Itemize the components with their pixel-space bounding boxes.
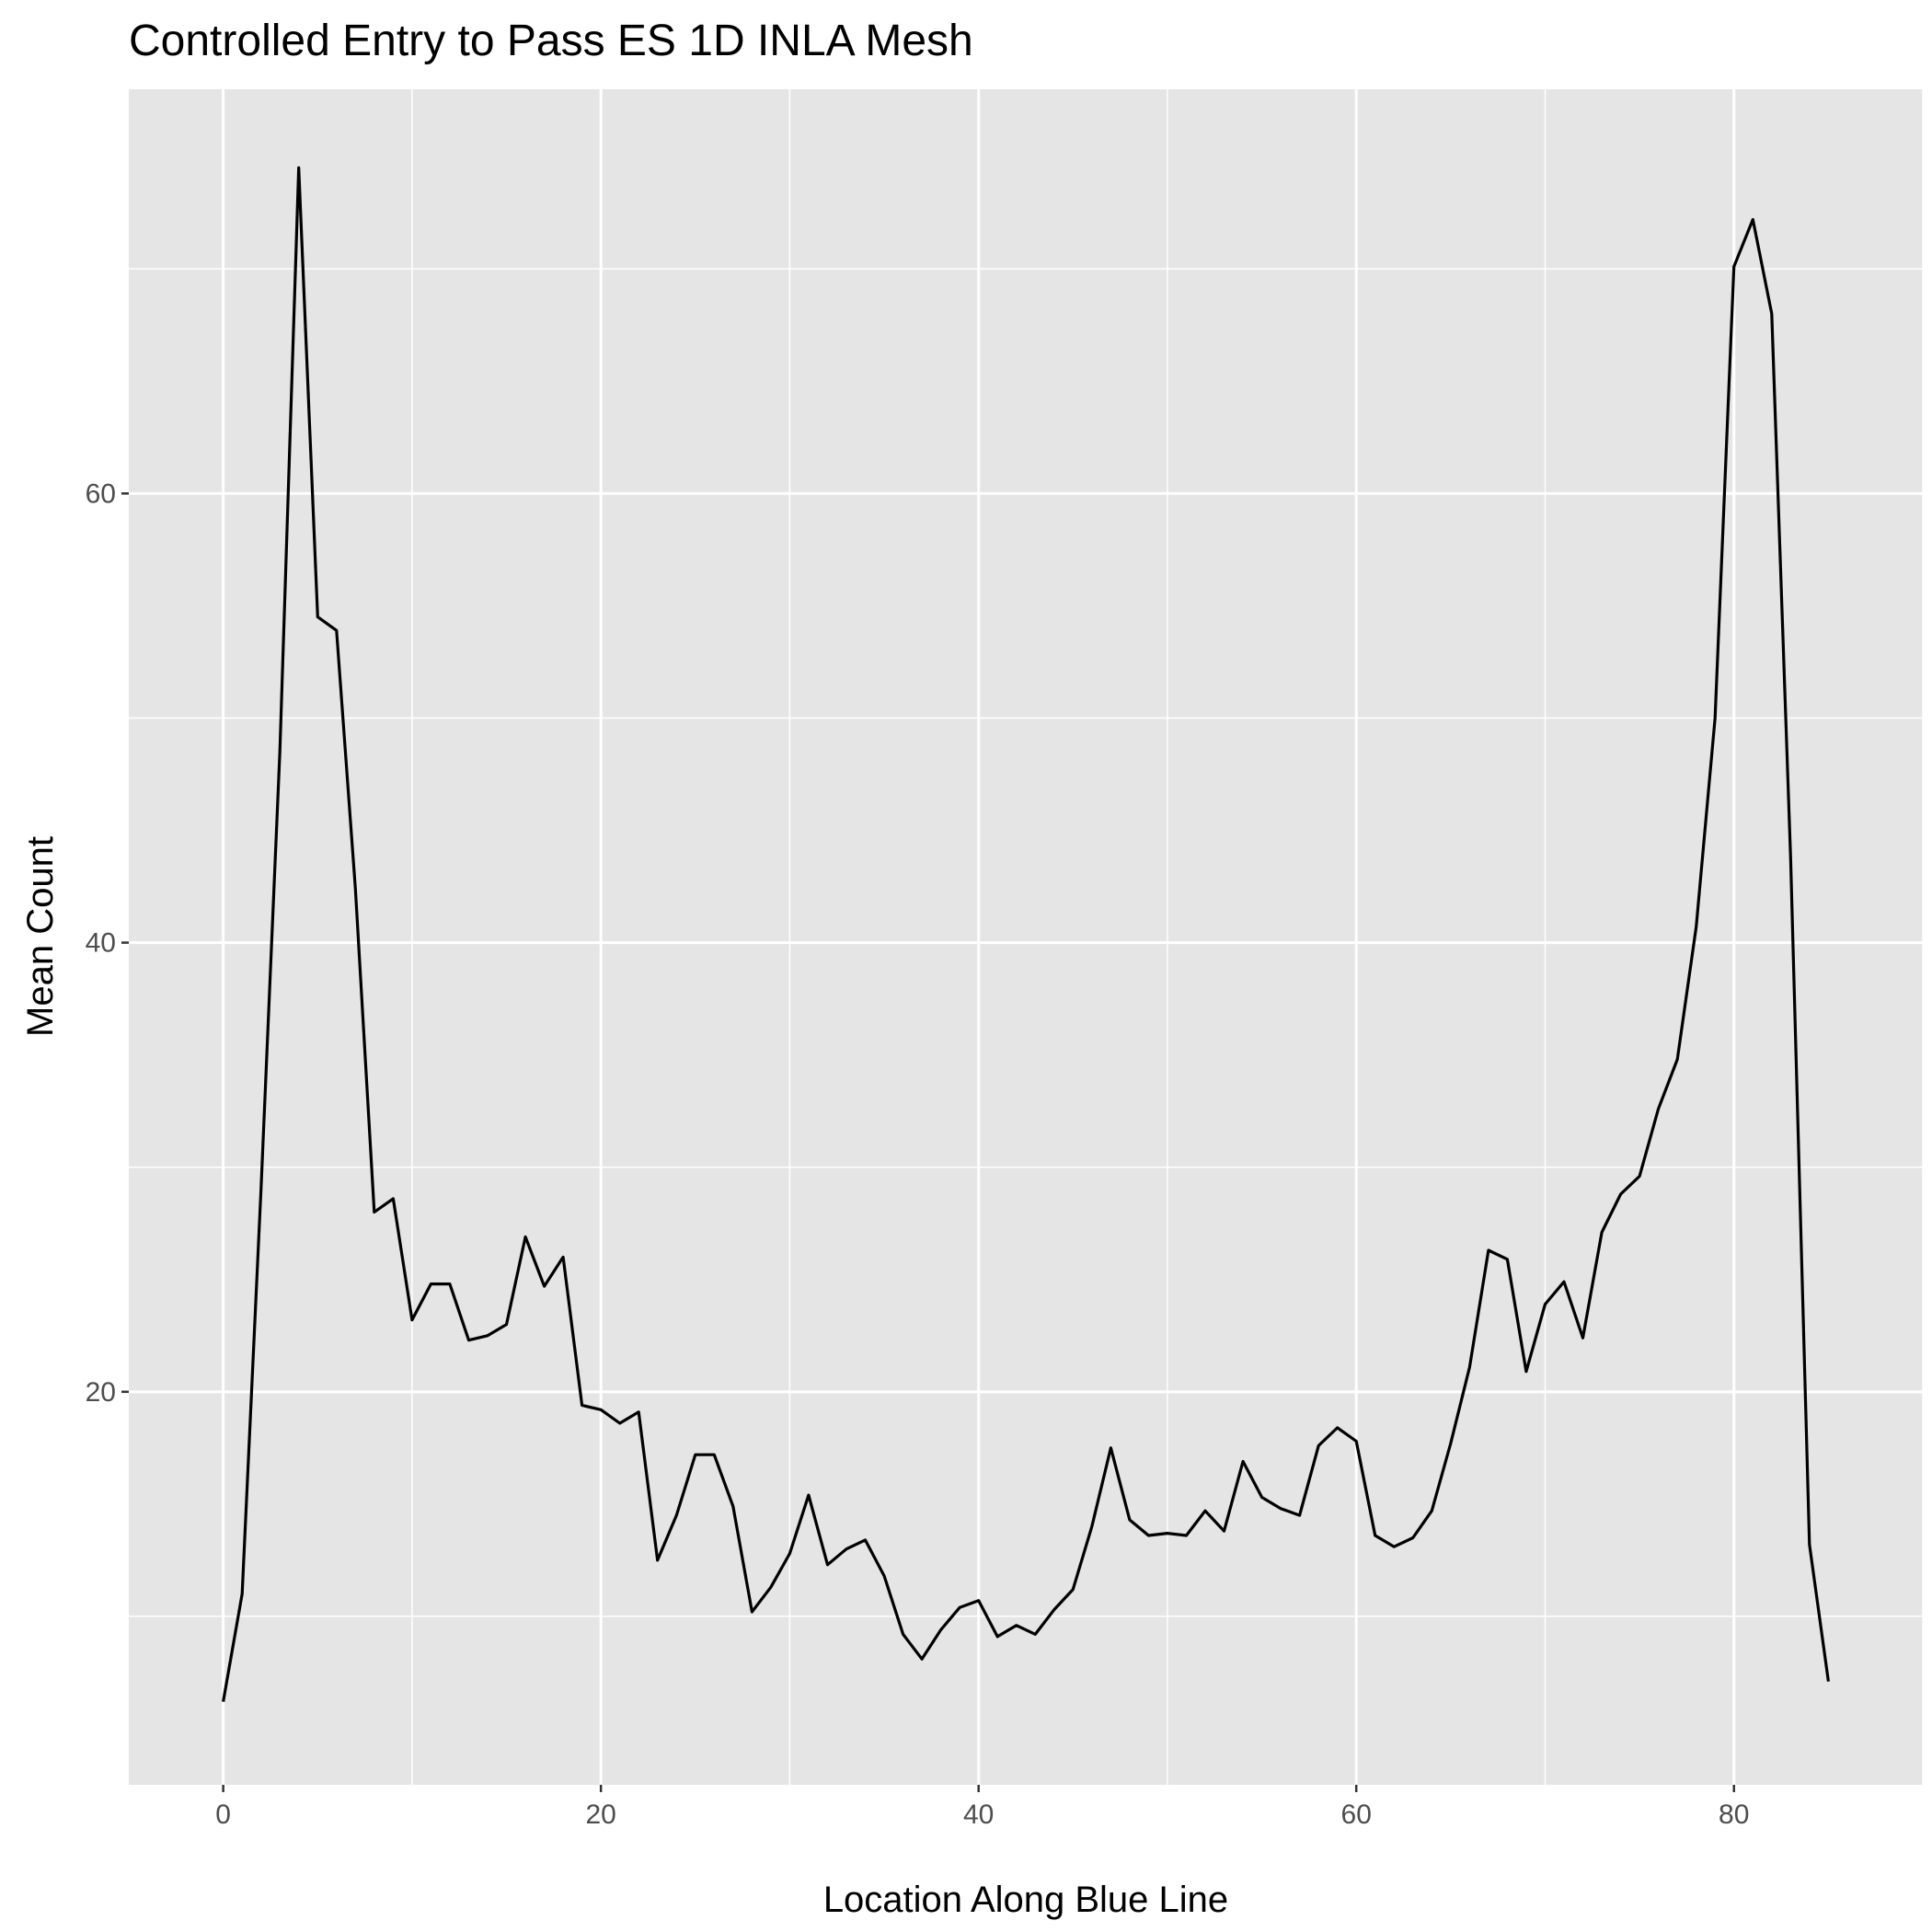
y-axis-title: Mean Count	[20, 836, 61, 1037]
y-axis: 20 40 60	[86, 478, 129, 1408]
x-axis: 0 20 40 60 80	[215, 1785, 1749, 1830]
x-tick-label: 20	[585, 1800, 615, 1830]
x-tick-label: 40	[963, 1800, 994, 1830]
x-tick-label: 60	[1341, 1800, 1372, 1830]
y-tick-label: 40	[86, 928, 116, 959]
y-tick-label: 20	[86, 1377, 116, 1408]
chart-title: Controlled Entry to Pass ES 1D INLA Mesh	[129, 17, 973, 65]
x-axis-title: Location Along Blue Line	[823, 1880, 1228, 1920]
y-tick-label: 60	[86, 478, 116, 509]
major-gridlines	[129, 89, 1923, 1785]
series-line	[222, 166, 1830, 1702]
plot-panel	[129, 89, 1923, 1785]
minor-gridlines	[129, 89, 1924, 1785]
series-layer	[222, 166, 1830, 1702]
x-tick-label: 80	[1719, 1800, 1749, 1830]
x-tick-label: 0	[215, 1800, 231, 1830]
